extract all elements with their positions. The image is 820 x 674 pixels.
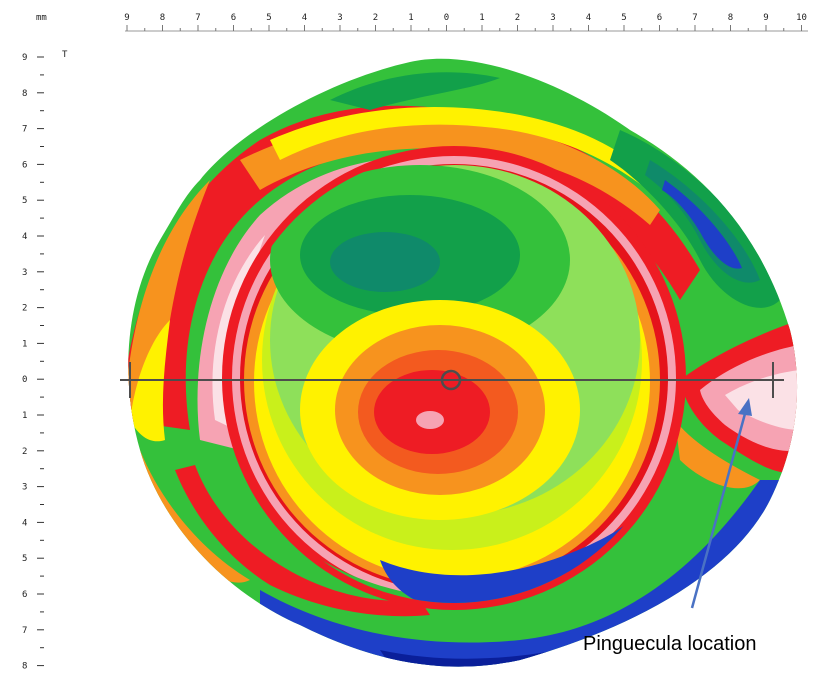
left-scale: T 9 8 7 6 5 4 3 2 1 0 1 2 3 4 5 6 7 8 bbox=[22, 50, 68, 672]
y-tick-label: 1 bbox=[22, 411, 27, 421]
outer-right-deep-blue bbox=[662, 180, 742, 269]
y-tick-label: 2 bbox=[22, 304, 27, 314]
pupil-center-marker bbox=[440, 369, 462, 391]
x-tick-label: 4 bbox=[302, 13, 307, 23]
x-tick-label: 7 bbox=[692, 13, 697, 23]
y-tick-label: 0 bbox=[22, 375, 27, 385]
x-tick-label: 6 bbox=[231, 13, 236, 23]
outer-upper-left-pink-band bbox=[197, 156, 470, 451]
x-tick-label: 1 bbox=[408, 13, 413, 23]
y-tick-label: 2 bbox=[22, 447, 27, 457]
y-tick-label: 5 bbox=[22, 554, 27, 564]
outer-top-orange-band bbox=[240, 118, 660, 225]
x-tick-label: 2 bbox=[515, 13, 520, 23]
unit-label: mm bbox=[36, 13, 47, 23]
x-tick-label: 9 bbox=[763, 13, 768, 23]
y-tick-label: 6 bbox=[22, 160, 27, 170]
x-tick-label: 7 bbox=[195, 13, 200, 23]
y-tick-label: 7 bbox=[22, 125, 27, 135]
y-tick-label: 4 bbox=[22, 518, 27, 528]
x-tick-label: 9 bbox=[124, 13, 129, 23]
x-tick-label: 5 bbox=[621, 13, 626, 23]
x-tick-label: 10 bbox=[796, 13, 807, 23]
x-tick-label: 4 bbox=[586, 13, 591, 23]
annotation-arrow bbox=[690, 409, 748, 609]
y-tick-label: 3 bbox=[22, 483, 27, 493]
y-tick-label: 9 bbox=[22, 53, 27, 63]
x-tick-label: 1 bbox=[479, 13, 484, 23]
outer-top-dark-green bbox=[330, 72, 500, 110]
annotation-arrow-head bbox=[738, 398, 752, 416]
outer-right-orange-patch bbox=[675, 420, 760, 489]
y-tick-label: 1 bbox=[22, 339, 27, 349]
x-tick-label: 5 bbox=[266, 13, 271, 23]
inner-lens-region bbox=[222, 146, 686, 610]
outer-top-yellow-band bbox=[270, 107, 660, 200]
x-tick-label: 0 bbox=[444, 13, 449, 23]
lens-center-pink bbox=[416, 411, 444, 429]
outer-bottom-navy bbox=[380, 640, 600, 667]
x-tick-label: 8 bbox=[160, 13, 165, 23]
corner-label: T bbox=[62, 50, 68, 60]
x-tick-label: 8 bbox=[728, 13, 733, 23]
outer-bottom-blue-band bbox=[260, 480, 790, 667]
y-tick-label: 4 bbox=[22, 232, 27, 242]
top-scale: mm 9 8 7 6 5 4 3 2 1 0 1 2 3 4 5 6 7 8 9 10 bbox=[36, 13, 808, 32]
x-tick-label: 2 bbox=[373, 13, 378, 23]
x-tick-label: 3 bbox=[337, 13, 342, 23]
y-tick-label: 3 bbox=[22, 268, 27, 278]
outer-right-lightpink-region bbox=[725, 370, 798, 430]
y-tick-label: 6 bbox=[22, 590, 27, 600]
y-tick-label: 7 bbox=[22, 626, 27, 636]
x-tick-label: 6 bbox=[657, 13, 662, 23]
annotation-label: Pinguecula location bbox=[583, 633, 756, 655]
pinguecula-annotation: Pinguecula location bbox=[583, 398, 756, 655]
x-tick-label: 3 bbox=[550, 13, 555, 23]
meridian-line bbox=[120, 362, 784, 398]
y-tick-label: 5 bbox=[22, 196, 27, 206]
left-scale-ticks: 9 8 7 6 5 4 3 2 1 0 1 2 3 4 5 6 7 8 bbox=[22, 53, 44, 672]
top-scale-ticks: 9 8 7 6 5 4 3 2 1 0 1 2 3 4 5 6 7 8 9 10 bbox=[124, 13, 807, 31]
y-tick-label: 8 bbox=[22, 662, 27, 672]
lens-teal-upper bbox=[330, 232, 440, 292]
y-tick-label: 8 bbox=[22, 89, 27, 99]
